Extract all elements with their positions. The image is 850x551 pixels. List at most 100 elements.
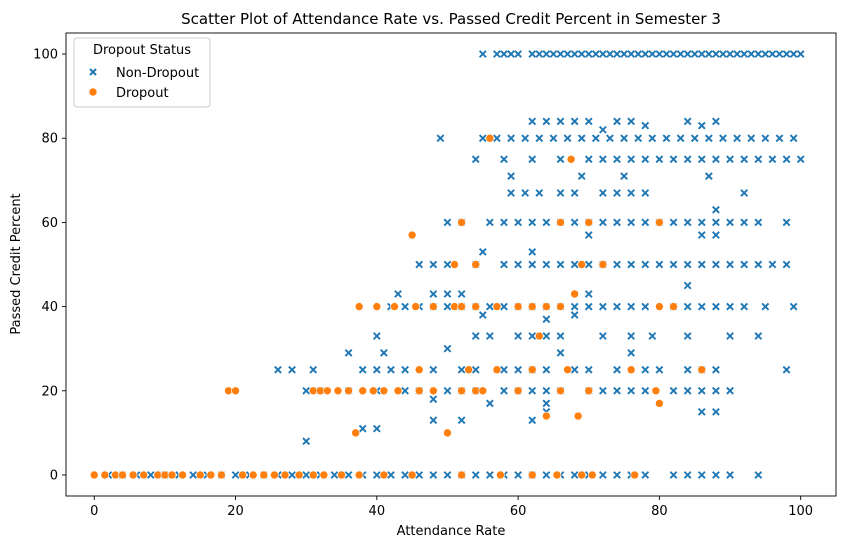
data-point-non-dropout <box>712 302 720 311</box>
data-point-non-dropout <box>570 117 579 126</box>
data-point-non-dropout <box>697 218 706 227</box>
data-point-non-dropout <box>493 50 501 58</box>
data-point-dropout <box>655 302 664 311</box>
data-point-dropout <box>368 386 378 396</box>
data-point-non-dropout <box>521 134 530 143</box>
data-point-dropout <box>344 386 353 396</box>
data-point-dropout <box>556 386 565 396</box>
data-point-non-dropout <box>570 365 579 374</box>
data-point-non-dropout <box>754 332 763 340</box>
data-point-non-dropout <box>372 332 381 340</box>
data-point-dropout <box>89 470 99 480</box>
data-point-non-dropout <box>500 260 508 269</box>
data-point-non-dropout <box>478 134 487 143</box>
data-point-non-dropout <box>655 50 664 58</box>
data-point-non-dropout <box>584 290 593 298</box>
data-point-non-dropout <box>669 155 678 164</box>
data-point-dropout <box>542 302 551 311</box>
data-point-dropout <box>577 260 586 269</box>
data-point-non-dropout <box>542 117 551 126</box>
data-point-non-dropout <box>549 134 558 143</box>
data-point-non-dropout <box>528 260 537 269</box>
data-point-non-dropout <box>500 386 508 395</box>
data-point-non-dropout <box>507 189 515 197</box>
data-point-non-dropout <box>457 290 466 298</box>
data-point-dropout <box>651 386 661 396</box>
data-point-dropout <box>118 470 127 480</box>
data-point-non-dropout <box>683 260 692 269</box>
data-point-non-dropout <box>535 50 544 58</box>
data-point-dropout <box>513 302 523 311</box>
data-point-non-dropout <box>599 471 607 479</box>
data-point-non-dropout <box>443 260 452 269</box>
data-point-non-dropout <box>613 365 621 374</box>
data-point-non-dropout <box>627 302 636 311</box>
data-point-non-dropout <box>782 260 791 269</box>
data-point-dropout <box>556 218 565 227</box>
data-point-non-dropout <box>683 155 692 164</box>
data-point-non-dropout <box>429 290 438 298</box>
data-point-non-dropout <box>556 117 565 126</box>
data-point-dropout <box>655 399 664 408</box>
data-point-dropout <box>407 470 417 480</box>
data-point-non-dropout <box>535 189 544 197</box>
data-point-non-dropout <box>507 50 515 58</box>
data-point-non-dropout <box>627 386 636 395</box>
data-point-non-dropout <box>613 50 621 58</box>
data-point-non-dropout <box>471 332 480 340</box>
data-point-non-dropout <box>613 189 621 197</box>
data-point-non-dropout <box>754 218 763 227</box>
data-point-non-dropout <box>782 50 791 58</box>
data-point-non-dropout <box>761 50 770 58</box>
data-point-dropout <box>598 260 608 269</box>
data-point-non-dropout <box>584 155 593 164</box>
data-point-non-dropout <box>761 302 770 311</box>
data-point-non-dropout <box>584 50 593 58</box>
y-tick-label: 0 <box>50 468 58 483</box>
x-tick-label: 60 <box>510 504 527 519</box>
data-point-non-dropout <box>514 471 522 479</box>
data-point-dropout <box>626 365 636 375</box>
data-point-non-dropout <box>549 50 558 58</box>
x-axis-label: Attendance Rate <box>397 524 506 539</box>
data-point-non-dropout <box>542 315 551 324</box>
data-point-non-dropout <box>697 50 706 58</box>
data-point-non-dropout <box>542 471 551 479</box>
data-point-dropout <box>566 154 576 164</box>
data-point-dropout <box>206 470 216 480</box>
y-tick-label: 100 <box>33 48 58 63</box>
data-point-dropout <box>496 470 505 480</box>
x-tick-label: 100 <box>788 504 813 519</box>
data-point-non-dropout <box>514 332 522 340</box>
chart-title: Scatter Plot of Attendance Rate vs. Pass… <box>181 10 721 28</box>
data-point-non-dropout <box>401 471 409 479</box>
data-point-dropout <box>231 386 240 396</box>
data-point-non-dropout <box>789 50 798 58</box>
data-point-non-dropout <box>712 260 720 269</box>
data-point-dropout <box>655 218 664 227</box>
data-point-dropout <box>527 365 537 375</box>
data-point-dropout <box>429 302 438 311</box>
data-point-non-dropout <box>542 399 551 408</box>
data-point-non-dropout <box>669 471 678 479</box>
data-point-non-dropout <box>620 50 628 58</box>
data-point-non-dropout <box>697 407 706 416</box>
data-point-dropout <box>280 470 290 480</box>
data-point-non-dropout <box>591 50 600 58</box>
data-point-non-dropout <box>584 117 593 126</box>
data-point-non-dropout <box>471 155 480 164</box>
data-point-non-dropout <box>514 365 522 374</box>
x-tick-label: 20 <box>227 504 244 519</box>
data-point-non-dropout <box>712 407 720 416</box>
data-point-non-dropout <box>754 260 763 269</box>
data-point-non-dropout <box>627 218 636 227</box>
data-point-non-dropout <box>485 471 494 479</box>
data-point-dropout <box>238 470 247 480</box>
data-point-dropout <box>513 386 523 396</box>
data-point-dropout <box>697 365 707 375</box>
data-point-non-dropout <box>747 134 756 143</box>
data-point-dropout <box>358 386 367 396</box>
data-point-non-dropout <box>542 260 551 269</box>
data-point-non-dropout <box>683 332 692 340</box>
data-point-non-dropout <box>627 189 636 197</box>
